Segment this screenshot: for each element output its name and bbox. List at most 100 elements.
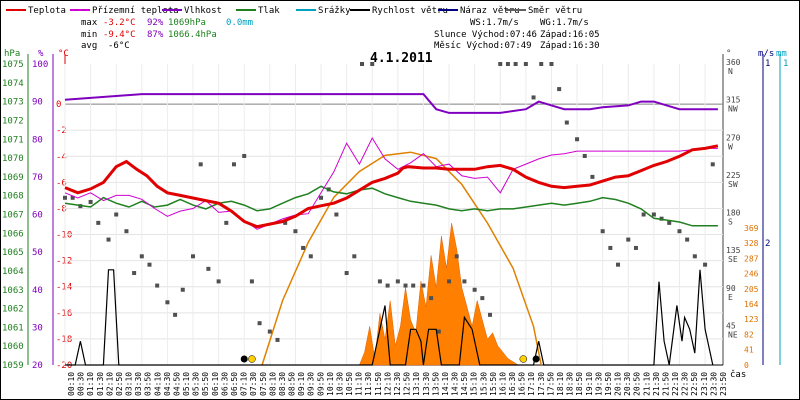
temp-tick-label: -10 (56, 231, 72, 241)
stats-avg-label: avg (81, 41, 97, 51)
wind-dir-point (549, 62, 554, 66)
time-tick-label: 13:10 (412, 372, 421, 396)
wind-dir-point (616, 262, 621, 267)
time-tick-label: 05:30 (192, 372, 201, 396)
pct-tick-label: 100 (32, 60, 48, 70)
stats-ws: WS:1.7m/s (470, 18, 519, 28)
stats-moon: Měsíc Východ:07:49 (434, 41, 532, 51)
wind-dir-point (641, 212, 646, 217)
x-axis-label: čas (730, 369, 746, 380)
stats-avg-temp: -6°C (108, 41, 130, 51)
time-tick-label: 18:50 (575, 372, 584, 396)
wind-dir-point (488, 312, 493, 317)
legend: Teplota Přízemní teplota Vlhkost Tlak Srážky… (6, 6, 582, 16)
hpa-tick-label: 1061 (2, 323, 24, 333)
sun-tick-label: 328 (744, 239, 759, 248)
time-tick-label: 19:30 (594, 372, 603, 396)
stats-wg: WG:1.7m/s (540, 18, 589, 28)
wind-dir-point (249, 279, 254, 284)
time-tick-label: 04:50 (173, 372, 182, 396)
time-tick-label: 09:50 (316, 372, 325, 396)
time-tick-label: 03:10 (125, 372, 134, 396)
time-tick-label: 10:10 (326, 372, 335, 396)
wind-dir-point (539, 62, 544, 66)
hpa-tick-label: 1071 (2, 135, 24, 145)
wind-dir-point (334, 212, 339, 217)
wind-dir-point (139, 254, 144, 259)
wind-dir-point (531, 95, 536, 100)
stats-moon-set: Západ:16:30 (540, 41, 600, 51)
wind-dir-point (498, 62, 503, 66)
time-tick-label: 09:30 (307, 372, 316, 396)
time-tick-label: 23:50 (719, 372, 728, 396)
wind-dir-point (198, 162, 203, 167)
sun-tick-label: 164 (744, 300, 759, 309)
legend-label: Srážky (318, 6, 351, 16)
wind-dir-point (63, 195, 67, 200)
time-tick-label: 17:30 (537, 372, 546, 396)
time-tick-label: 16:30 (508, 372, 517, 396)
mm-tick-label: 1 (783, 59, 788, 69)
legend-label: Náraz větru (460, 6, 520, 16)
wind-dir-point (106, 237, 111, 242)
time-tick-label: 11:10 (355, 372, 364, 396)
temp-tick-label: -16 (56, 309, 72, 319)
time-tick-label: 21:30 (652, 372, 661, 396)
legend-label: Tlak (258, 6, 280, 16)
wind-dir-point (472, 287, 477, 292)
time-tick-label: 19:50 (604, 372, 613, 396)
wind-dir-point (626, 237, 631, 242)
dir-tick-label: 225 (726, 171, 741, 180)
sunrise-marker (248, 355, 256, 363)
time-tick-label: 23:10 (700, 372, 709, 396)
legend-label: Vlhkost (184, 6, 222, 16)
wind-dir-point (385, 283, 390, 288)
wind-dir-point (685, 237, 690, 242)
wind-dir-point (308, 254, 313, 259)
temp-tick-label: -4 (56, 152, 67, 162)
mm-axis-title: mm (776, 49, 787, 59)
sun-theoretical-curve (261, 151, 542, 366)
hpa-tick-label: 1066 (2, 229, 24, 239)
temp-tick-label: -18 (56, 335, 72, 345)
pct-tick-label: 60 (32, 211, 43, 221)
sun-tick-label: 369 (744, 224, 759, 233)
time-axis: 00:10 00:30 01:10 01:30 02:10 02:50 03:10 03:30… (67, 372, 728, 396)
hpa-tick-label: 1065 (2, 248, 24, 258)
time-tick-label: 08:10 (268, 372, 277, 396)
wind-dir-point (403, 283, 408, 288)
moonrise-marker (240, 355, 248, 363)
stats-max-rain: 0.0mm (226, 18, 253, 28)
wind-dir-point (319, 195, 324, 200)
time-tick-label: 12:10 (383, 372, 392, 396)
wind-dir-point (359, 62, 364, 66)
time-tick-label: 00:30 (77, 372, 86, 396)
temp-tick-label: -12 (56, 257, 72, 267)
wind-dir-point (436, 329, 441, 334)
time-tick-label: 22:50 (690, 372, 699, 396)
wind-dir-point (411, 283, 416, 288)
wind-dir-point (447, 279, 452, 284)
wind-dir-point (180, 287, 185, 292)
time-tick-label: 07:50 (259, 372, 268, 396)
wind-dir-point (692, 254, 697, 259)
pct-tick-label: 50 (32, 248, 43, 258)
wind-dir-point (480, 296, 485, 301)
hpa-tick-label: 1073 (2, 98, 24, 108)
hpa-tick-label: 1067 (2, 211, 24, 221)
wind-dir-point (582, 153, 587, 158)
dir-tick-label: 360 (726, 58, 741, 67)
dir-compass-label: SE (728, 255, 738, 264)
dir-compass-label: W (728, 142, 733, 151)
time-tick-label: 14:30 (451, 372, 460, 396)
hpa-tick-label: 1064 (2, 267, 24, 277)
temp-tick-label: -20 (56, 361, 72, 371)
sun-tick-label: 287 (744, 254, 759, 263)
time-tick-label: 22:30 (681, 372, 690, 396)
sun-tick-label: 41 (744, 346, 754, 355)
time-tick-label: 07:10 (240, 372, 249, 396)
time-tick-label: 06:50 (230, 372, 239, 396)
time-tick-label: 02:10 (105, 372, 114, 396)
wind-dir-point (344, 271, 349, 276)
time-tick-label: 17:50 (546, 372, 555, 396)
